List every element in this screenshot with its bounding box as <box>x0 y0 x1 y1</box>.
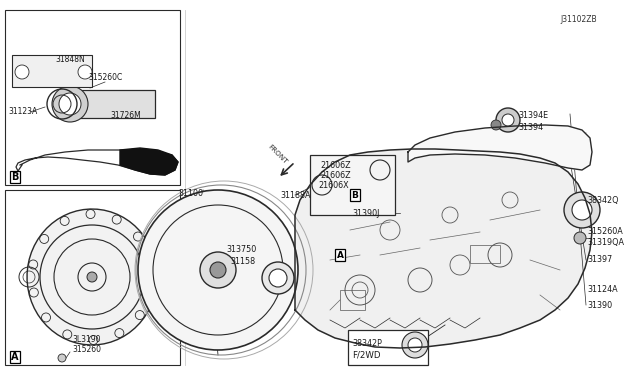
Text: 21606Z: 21606Z <box>320 170 351 180</box>
Bar <box>5 10 180 185</box>
Circle shape <box>491 120 501 130</box>
Circle shape <box>496 108 520 132</box>
Text: 315260: 315260 <box>72 346 101 355</box>
Circle shape <box>87 272 97 282</box>
Text: B: B <box>12 172 19 182</box>
Circle shape <box>574 232 586 244</box>
Text: 3L3190: 3L3190 <box>72 336 100 344</box>
Circle shape <box>555 130 565 140</box>
Bar <box>470 245 500 263</box>
Bar <box>12 55 92 87</box>
Text: 38342Q: 38342Q <box>587 196 618 205</box>
Text: 31100: 31100 <box>178 189 203 198</box>
Circle shape <box>572 200 592 220</box>
Text: 31397: 31397 <box>587 256 612 264</box>
Bar <box>340 290 365 310</box>
Text: 31158: 31158 <box>230 257 255 266</box>
Circle shape <box>200 252 236 288</box>
Text: 31848N: 31848N <box>55 55 84 64</box>
Circle shape <box>15 65 29 79</box>
Text: 31394: 31394 <box>518 124 543 132</box>
Text: 31726M: 31726M <box>110 112 141 121</box>
Bar <box>348 330 428 365</box>
Text: F/2WD: F/2WD <box>352 350 381 359</box>
Text: 21606Z: 21606Z <box>320 160 351 170</box>
Circle shape <box>564 192 600 228</box>
Circle shape <box>502 114 514 126</box>
Text: A: A <box>337 250 344 260</box>
Circle shape <box>58 354 66 362</box>
Text: J31102ZB: J31102ZB <box>560 16 596 25</box>
Circle shape <box>269 269 287 287</box>
Text: 31390J: 31390J <box>352 208 380 218</box>
Polygon shape <box>408 125 592 170</box>
Text: 31188A: 31188A <box>280 190 310 199</box>
Circle shape <box>402 332 428 358</box>
Circle shape <box>138 190 298 350</box>
Polygon shape <box>27 209 157 345</box>
Circle shape <box>52 86 88 122</box>
Polygon shape <box>295 149 592 348</box>
Polygon shape <box>120 148 178 175</box>
Text: 31123A: 31123A <box>8 108 37 116</box>
Text: 313750: 313750 <box>226 246 256 254</box>
Circle shape <box>59 93 81 115</box>
Text: 31319QA: 31319QA <box>587 237 624 247</box>
Bar <box>5 190 180 365</box>
Circle shape <box>408 338 422 352</box>
Text: 31124A: 31124A <box>587 285 618 295</box>
Text: 31394E: 31394E <box>518 110 548 119</box>
Circle shape <box>210 262 226 278</box>
Text: 315260A: 315260A <box>587 228 623 237</box>
Text: 38342P: 38342P <box>352 339 382 347</box>
Bar <box>70 90 155 118</box>
Text: 31390: 31390 <box>587 301 612 310</box>
Bar <box>310 155 395 215</box>
Text: 315260C: 315260C <box>88 73 122 81</box>
Circle shape <box>262 262 294 294</box>
Text: 21606X: 21606X <box>318 180 349 189</box>
Text: FRONT: FRONT <box>266 143 288 165</box>
Text: B: B <box>351 190 358 199</box>
Text: A: A <box>12 352 19 362</box>
Circle shape <box>78 65 92 79</box>
